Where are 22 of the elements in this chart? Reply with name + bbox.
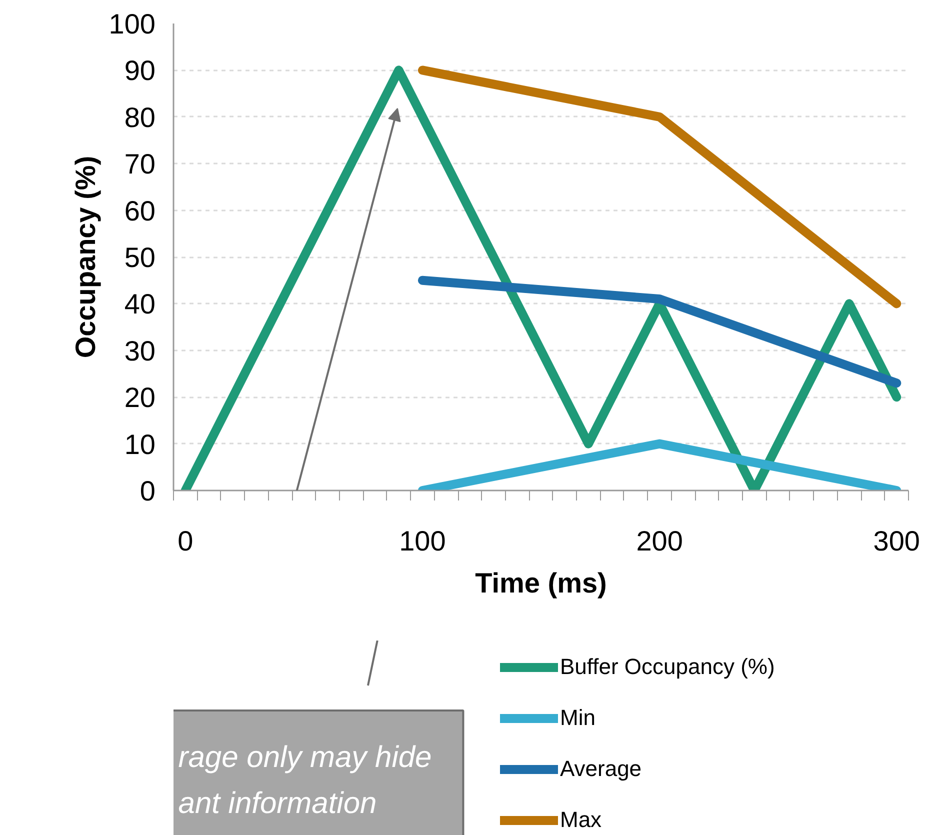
y-tick-label: 70 [124,148,156,180]
y-tick-label: 100 [108,8,156,40]
x-tick-label: 300 [873,526,920,556]
y-tick-label: 80 [124,102,156,133]
y-tick-label: 30 [124,335,156,366]
x-tick-label: 200 [636,526,683,556]
legend-label: Min [560,705,596,731]
y-tick-label: 60 [124,195,156,226]
y-tick-label: 50 [124,242,156,273]
text: rage only may hide ant information [178,741,432,820]
x-tick-label: 0 [178,526,194,556]
legend-label: Buffer Occupancy (%) [560,654,775,680]
y-tick-label: 0 [140,476,156,506]
y-tick-label: 20 [124,382,156,414]
y-tick-label: 10 [124,428,156,460]
y-axis-title: Occupancy (%) [70,156,101,358]
legend-label: Average [560,756,642,782]
y-tick-label: 90 [124,55,156,86]
legend-label: Max [560,807,602,833]
y-tick-label: 40 [124,288,156,320]
x-axis-title: Time (ms) [475,568,607,598]
x-tick-label: 100 [399,526,446,556]
